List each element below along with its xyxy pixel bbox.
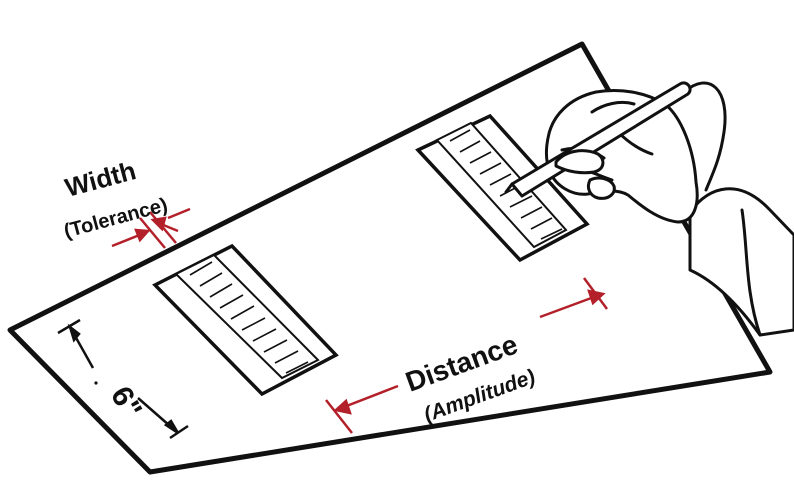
center-dot [94, 381, 98, 385]
six-inch-dimension [57, 318, 189, 440]
stylus-cord [682, 81, 727, 192]
right-target-strip [435, 121, 568, 249]
width-label: Width [62, 155, 139, 203]
distance-arrows [325, 277, 609, 434]
right-target [415, 113, 590, 263]
hand-holding-stylus-icon [504, 81, 794, 337]
left-target [152, 243, 339, 397]
left-target-strip [174, 253, 320, 380]
sleeve [688, 187, 794, 337]
width-arrows [111, 207, 191, 249]
hand [544, 89, 699, 224]
